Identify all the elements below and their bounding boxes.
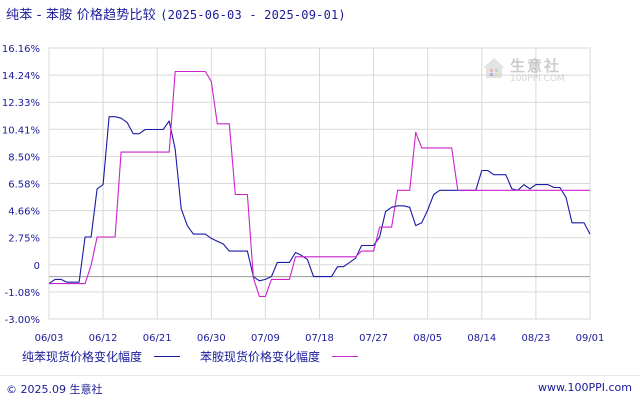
y-tick-label: 8.50% — [8, 152, 40, 163]
chart-title-main: 纯苯 - 苯胺 价格趋势比较 — [6, 8, 156, 23]
y-tick-label: 14.24% — [2, 71, 40, 82]
footer-divider — [0, 375, 640, 376]
x-tick-label: 06/12 — [89, 333, 118, 344]
footer-website: www.100PPI.com — [538, 381, 632, 394]
y-tick-label: 12.33% — [2, 98, 40, 109]
y-tick-label: 16.16% — [2, 44, 40, 55]
legend-label-aniline: 苯胺现货价格变化幅度 — [200, 350, 321, 364]
x-tick-label: 08/05 — [413, 333, 442, 344]
x-tick-label: 06/03 — [35, 333, 64, 344]
legend-label-benzene: 纯苯现货价格变化幅度 — [22, 350, 143, 364]
chart-title: 纯苯 - 苯胺 价格趋势比较 (2025-06-03 - 2025-09-01) — [6, 4, 346, 23]
watermark-sub: 100PPI.COM — [510, 74, 565, 84]
y-tick-label: -3.00% — [5, 315, 40, 326]
chart-title-dates: (2025-06-03 - 2025-09-01) — [160, 8, 346, 22]
x-tick-label: 08/23 — [521, 333, 550, 344]
series-line-benzene — [48, 116, 591, 285]
x-tick-label: 07/18 — [305, 333, 334, 344]
x-tick-label: 09/01 — [576, 333, 605, 344]
watermark-text: 生意社 — [510, 57, 562, 75]
y-tick-label: 10.41% — [2, 125, 40, 136]
legend-swatch-aniline — [332, 356, 359, 357]
house-logo-icon — [483, 58, 505, 78]
x-tick-label: 08/14 — [467, 333, 496, 344]
y-tick-label: 0 — [34, 261, 40, 272]
x-tick-label: 07/27 — [359, 333, 388, 344]
y-tick-label: 2.75% — [8, 234, 40, 245]
legend-item-aniline: 苯胺现货价格变化幅度 — [200, 348, 359, 365]
x-tick-label: 07/09 — [251, 333, 280, 344]
y-tick-label: 4.66% — [8, 207, 40, 218]
footer: © 2025.09 生意社 www.100PPI.com — [0, 375, 640, 400]
series-line-aniline — [49, 70, 590, 297]
y-tick-label: 6.58% — [8, 180, 40, 191]
legend-swatch-benzene — [154, 356, 181, 357]
legend-item-benzene: 纯苯现货价格变化幅度 — [22, 348, 181, 365]
y-tick-label: -1.08% — [5, 288, 40, 299]
watermark-logo: 生意社 100PPI.COM — [478, 54, 578, 90]
x-tick-label: 06/30 — [197, 333, 226, 344]
x-tick-label: 06/21 — [143, 333, 172, 344]
footer-copyright: © 2025.09 生意社 — [6, 383, 103, 396]
